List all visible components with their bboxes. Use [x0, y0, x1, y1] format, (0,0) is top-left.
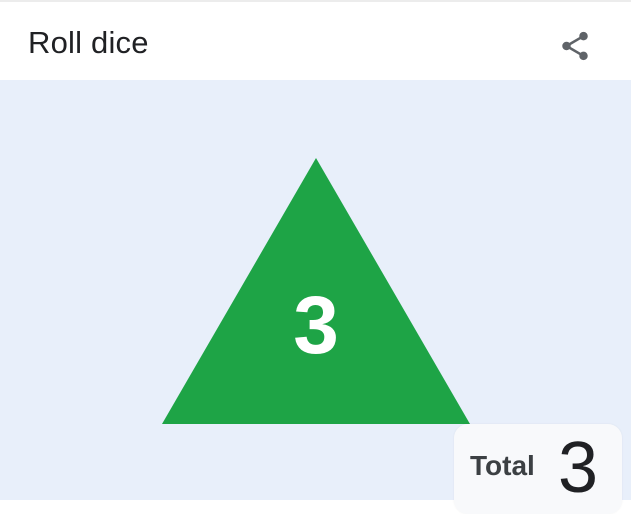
share-icon [562, 31, 588, 61]
die-triangle-shape [162, 158, 470, 424]
top-divider [0, 0, 631, 2]
total-label: Total [470, 450, 535, 481]
app-header: Roll dice [0, 2, 631, 80]
d4-die[interactable]: 3 [162, 158, 470, 424]
dice-stage[interactable]: 3 Total 3 [0, 80, 631, 514]
die-value: 3 [293, 280, 339, 371]
page-title: Roll dice [28, 25, 149, 60]
total-card: Total 3 [454, 424, 622, 514]
share-button[interactable] [552, 23, 598, 69]
total-value: 3 [558, 428, 599, 508]
